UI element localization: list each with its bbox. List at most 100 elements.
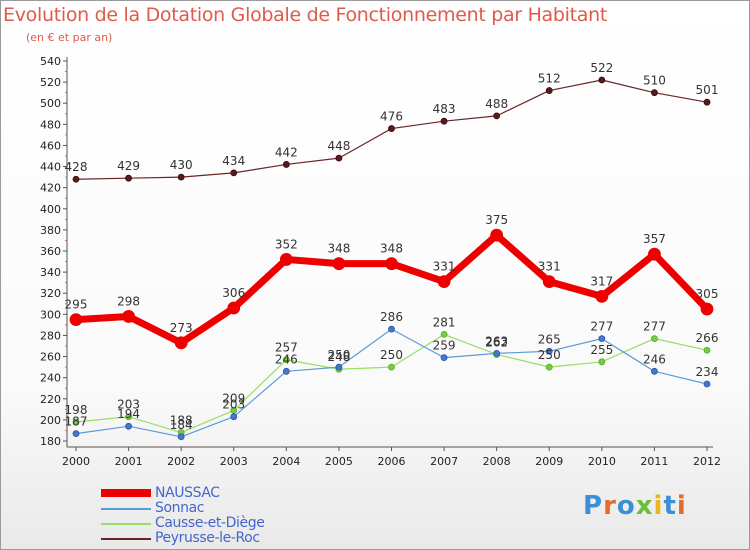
data-label-naussac-2008: 375 — [485, 213, 508, 227]
point-naussac-2009 — [542, 275, 556, 289]
data-label-peyrusse-le-roc-2004: 442 — [275, 145, 298, 159]
point-sonnac-2010 — [598, 335, 606, 343]
x-tick-label-2005: 2005 — [325, 455, 353, 468]
data-label-causse-et-diege-2012: 266 — [696, 331, 719, 345]
data-label-peyrusse-le-roc-2000: 428 — [65, 160, 88, 174]
data-label-sonnac-2010: 277 — [590, 320, 613, 334]
data-label-causse-et-diege-2002: 188 — [170, 414, 193, 428]
point-naussac-2012 — [700, 302, 714, 316]
legend-item-causse-et-diege: Causse-et-Diège — [101, 515, 341, 532]
point-peyrusse-le-roc-2004 — [282, 161, 290, 168]
data-label-sonnac-2004: 246 — [275, 352, 298, 366]
proxiti-logo: Proxiti — [583, 491, 687, 521]
data-label-causse-et-diege-2004: 257 — [275, 341, 298, 355]
logo-text: Proxiti — [583, 491, 687, 521]
data-label-naussac-2001: 298 — [117, 294, 140, 308]
point-peyrusse-le-roc-2002 — [177, 173, 185, 181]
data-label-peyrusse-le-roc-2006: 476 — [380, 110, 403, 124]
y-tick-label-200: 200 — [40, 414, 61, 427]
data-label-naussac-2000: 295 — [65, 298, 88, 312]
data-label-sonnac-2001: 194 — [117, 407, 140, 421]
data-label-naussac-2006: 348 — [380, 242, 403, 256]
logo-letter: x — [635, 491, 654, 521]
point-peyrusse-le-roc-2003 — [230, 169, 238, 177]
legend-label-causse-et-diege: Causse-et-Diège — [155, 515, 265, 531]
data-label-causse-et-diege-2006: 250 — [380, 348, 403, 362]
point-causse-et-diege-2010 — [598, 358, 606, 366]
point-sonnac-2011 — [651, 367, 658, 375]
data-label-peyrusse-le-roc-2007: 483 — [433, 102, 456, 116]
data-label-causse-et-diege-2011: 277 — [643, 320, 666, 334]
data-label-naussac-2007: 331 — [433, 260, 456, 274]
data-label-sonnac-2005: 250 — [327, 348, 350, 362]
x-tick-label-2008: 2008 — [483, 455, 511, 468]
legend-swatch-naussac — [101, 489, 151, 497]
logo-letter: r — [603, 491, 617, 521]
legend-swatch-peyrusse-le-roc — [101, 538, 151, 540]
x-tick-label-2010: 2010 — [588, 455, 616, 468]
point-naussac-2008 — [490, 228, 504, 242]
y-tick-label-420: 420 — [40, 182, 61, 195]
legend-item-sonnac: Sonnac — [101, 500, 341, 517]
y-tick-label-180: 180 — [40, 435, 61, 448]
y-tick-label-280: 280 — [40, 329, 61, 342]
y-tick-label-220: 220 — [40, 393, 61, 406]
data-label-causse-et-diege-2000: 198 — [65, 403, 88, 417]
data-label-peyrusse-le-roc-2001: 429 — [117, 159, 140, 173]
point-peyrusse-le-roc-2001 — [125, 174, 132, 182]
y-tick-label-400: 400 — [40, 203, 61, 216]
point-sonnac-2000 — [72, 430, 80, 438]
data-label-sonnac-2000: 187 — [65, 415, 88, 429]
point-naussac-2006 — [385, 257, 398, 271]
data-label-naussac-2009: 331 — [538, 260, 561, 274]
y-tick-label-460: 460 — [40, 139, 61, 152]
x-tick-label-2004: 2004 — [272, 455, 300, 468]
y-tick-label-320: 320 — [40, 287, 61, 300]
logo-letter: o — [616, 491, 636, 521]
x-tick-label-2011: 2011 — [640, 455, 668, 468]
y-tick-label-520: 520 — [40, 76, 61, 89]
point-causse-et-diege-2000 — [72, 418, 80, 426]
data-label-sonnac-2007: 259 — [433, 339, 456, 353]
point-peyrusse-le-roc-2007 — [440, 117, 448, 125]
point-causse-et-diege-2004 — [282, 356, 290, 364]
y-tick-label-480: 480 — [40, 118, 61, 131]
legend-label-sonnac: Sonnac — [155, 500, 205, 516]
point-sonnac-2007 — [440, 354, 448, 362]
y-tick-label-360: 360 — [40, 245, 61, 258]
data-label-causse-et-diege-2008: 262 — [485, 335, 508, 349]
data-label-sonnac-2008: 263 — [485, 334, 508, 348]
chart-subtitle: (en € et par an) — [26, 31, 113, 44]
data-label-naussac-2005: 348 — [327, 242, 350, 256]
point-causse-et-diege-2007 — [440, 330, 448, 338]
y-tick-label-540: 540 — [40, 55, 61, 68]
point-sonnac-2001 — [125, 422, 132, 430]
x-tick-label-2012: 2012 — [693, 455, 721, 468]
data-label-naussac-2004: 352 — [275, 237, 298, 251]
x-tick-label-2001: 2001 — [115, 455, 143, 468]
point-sonnac-2009 — [545, 347, 553, 355]
y-tick-label-500: 500 — [40, 97, 61, 110]
data-label-naussac-2010: 317 — [590, 274, 613, 288]
data-label-peyrusse-le-roc-2009: 512 — [538, 72, 561, 86]
x-tick-label-2006: 2006 — [378, 455, 406, 468]
data-label-sonnac-2009: 265 — [538, 332, 561, 346]
point-naussac-2003 — [227, 301, 241, 315]
point-peyrusse-le-roc-2012 — [703, 98, 711, 106]
data-label-sonnac-2003: 203 — [222, 398, 245, 412]
point-causse-et-diege-2001 — [125, 413, 132, 421]
point-peyrusse-le-roc-2010 — [598, 76, 606, 84]
data-label-causse-et-diege-2007: 281 — [433, 315, 456, 329]
y-tick-label-240: 240 — [40, 372, 61, 385]
point-naussac-2011 — [648, 247, 661, 261]
legend-label-peyrusse-le-roc: Peyrusse-le-Roc — [155, 530, 260, 546]
point-naussac-2002 — [174, 336, 188, 350]
point-peyrusse-le-roc-2011 — [651, 89, 658, 97]
point-peyrusse-le-roc-2005 — [335, 154, 343, 162]
point-peyrusse-le-roc-2008 — [493, 112, 501, 120]
point-sonnac-2004 — [282, 367, 290, 375]
data-label-peyrusse-le-roc-2008: 488 — [485, 97, 508, 111]
point-causse-et-diege-2012 — [703, 346, 711, 354]
point-sonnac-2008 — [493, 349, 501, 357]
